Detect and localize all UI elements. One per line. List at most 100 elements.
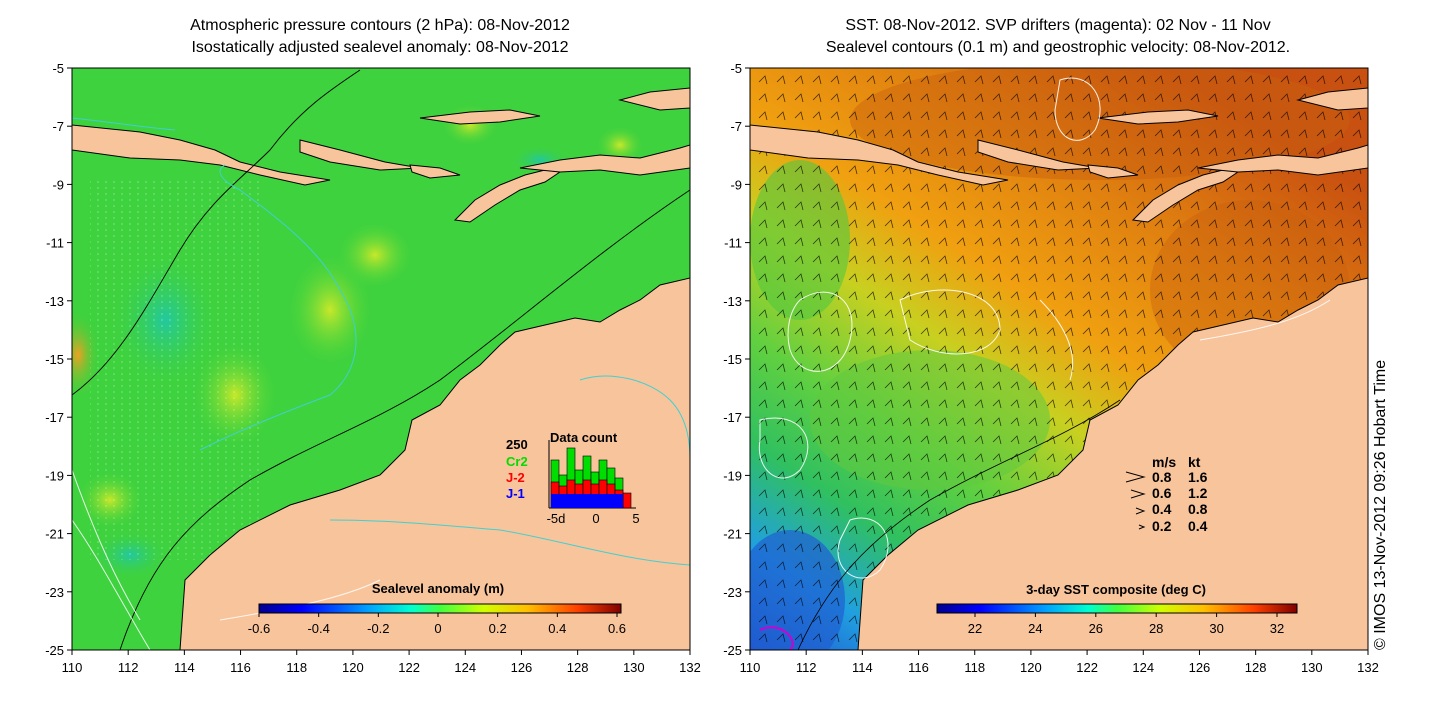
left-x-axis: 110 112 114 116 118 120 122 124 126 128 130 132 xyxy=(62,650,701,675)
data-count-bar xyxy=(622,492,632,509)
data-count-bar xyxy=(591,494,599,508)
anomaly-high-blob xyxy=(335,220,415,290)
y-tick-label: -11 xyxy=(46,236,64,251)
legend-arrow-0.8 xyxy=(1125,471,1146,483)
right-y-axis: -5 -7 -9 -11 -13 -15 -17 -19 -21 -23 -25 xyxy=(723,61,750,658)
x-tick-label: 120 xyxy=(1020,660,1042,675)
y-tick-label: -25 xyxy=(45,643,64,658)
y-tick-label: -19 xyxy=(723,468,742,483)
y-tick-label: -11 xyxy=(724,236,742,251)
pressure-contours xyxy=(72,69,690,650)
anomaly-high-blob xyxy=(595,125,645,165)
colorbar-tick-label: 0 xyxy=(434,621,441,636)
y-tick-label: -23 xyxy=(723,585,742,600)
y-tick-label: -15 xyxy=(723,352,742,367)
right-colorbar-title: 3-day SST composite (deg C) xyxy=(1026,582,1206,597)
data-count-bar xyxy=(559,494,567,508)
x-tick-label: 116 xyxy=(908,660,929,675)
legend-ms-3: 0.2 xyxy=(1152,518,1172,534)
colorbar-tick-label: 26 xyxy=(1089,621,1103,636)
legend-kt-0: 1.6 xyxy=(1188,469,1208,485)
sealevel-contours xyxy=(758,77,1331,579)
x-tick-label: 112 xyxy=(118,660,139,675)
y-tick-label: -17 xyxy=(45,410,64,425)
right-coast-contours xyxy=(797,399,1121,650)
colorbar-tick-label: 0.2 xyxy=(489,621,507,636)
data-count-bar xyxy=(583,494,591,508)
left-land xyxy=(72,87,690,650)
data-count-bar xyxy=(567,494,575,508)
x-tick-label: 116 xyxy=(230,660,251,675)
data-count-bar xyxy=(599,494,607,508)
y-tick-label: -21 xyxy=(723,527,742,542)
legend-cr2: Cr2 xyxy=(506,454,528,469)
colorbar-tick-label: 24 xyxy=(1028,621,1042,636)
svp-drifter-track xyxy=(759,626,794,650)
legend-arrow-0.2 xyxy=(1138,524,1146,530)
legend-j2: J-2 xyxy=(506,470,525,485)
data-count-xtick: 5 xyxy=(632,511,639,526)
legend-arrow-0.6 xyxy=(1130,489,1146,499)
colorbar-tick-label: 32 xyxy=(1270,621,1284,636)
right-x-axis: 110 112 114 116 118 120 122 124 126 128 130 132 xyxy=(740,650,1379,675)
legend-ms-0: 0.8 xyxy=(1152,469,1172,485)
velocity-legend: m/s kt 0.8 1.6 0.6 1.2 0.4 0.8 0.2 0.4 xyxy=(1125,454,1208,534)
legend-arrow-0.4 xyxy=(1135,507,1146,515)
anomaly-high-blob xyxy=(440,103,500,147)
data-count-bar xyxy=(575,494,583,508)
y-tick-label: -23 xyxy=(45,585,64,600)
x-tick-label: 122 xyxy=(398,660,420,675)
right-colorbar: 3-day SST composite (deg C) 22 24 26 28 30 32 xyxy=(936,582,1298,636)
x-tick-label: 126 xyxy=(511,660,533,675)
colorbar-tick-label: -0.6 xyxy=(248,621,270,636)
y-tick-label: -5 xyxy=(52,61,64,76)
colorbar-tick-label: 30 xyxy=(1209,621,1223,636)
data-count-inset: 250 Data count Cr2 J-2 J-1 xyxy=(506,430,640,526)
x-tick-label: 128 xyxy=(1245,660,1267,675)
x-tick-label: 114 xyxy=(852,660,873,675)
y-tick-label: -15 xyxy=(45,352,64,367)
cyan-contours xyxy=(72,117,690,566)
legend-kt-2: 0.8 xyxy=(1188,501,1208,517)
x-tick-label: 118 xyxy=(964,660,985,675)
left-colorbar-bar xyxy=(258,603,622,614)
data-count-xtick: -5d xyxy=(547,511,566,526)
x-tick-label: 122 xyxy=(1076,660,1098,675)
right-colorbar-bar xyxy=(936,603,1298,614)
legend-j1: J-1 xyxy=(506,486,525,501)
colorbar-tick-label: 28 xyxy=(1149,621,1163,636)
legend-ms-1: 0.6 xyxy=(1152,485,1172,501)
data-count-bar xyxy=(607,494,615,508)
legend-kt-1: 1.2 xyxy=(1188,485,1208,501)
colorbar-tick-label: 22 xyxy=(968,621,982,636)
legend-kt-3: 0.4 xyxy=(1188,518,1208,534)
x-tick-label: 132 xyxy=(1357,660,1379,675)
left-colorbar: Sealevel anomaly (m) -0.6 -0.4 -0.2 0 0.2 0.4… xyxy=(248,581,626,636)
data-count-max: 250 xyxy=(506,437,528,452)
x-tick-label: 114 xyxy=(174,660,195,675)
y-tick-label: -19 xyxy=(45,468,64,483)
right-title-line2: Sealevel contours (0.1 m) and geostrophi… xyxy=(825,39,1291,56)
left-title-line1: Atmospheric pressure contours (2 hPa): 0… xyxy=(190,17,570,34)
x-tick-label: 130 xyxy=(623,660,645,675)
legend-header-ms: m/s xyxy=(1152,454,1176,470)
colorbar-tick-label: -0.2 xyxy=(367,621,389,636)
data-count-bar xyxy=(615,494,623,508)
colorbar-tick-label: -0.4 xyxy=(307,621,329,636)
y-tick-label: -7 xyxy=(52,119,64,134)
legend-header-kt: kt xyxy=(1188,454,1201,470)
x-tick-label: 118 xyxy=(286,660,307,675)
colorbar-tick-label: 0.4 xyxy=(548,621,566,636)
y-tick-label: -9 xyxy=(52,177,64,192)
altimeter-track-dots xyxy=(90,180,260,560)
left-title-line2: Isostatically adjusted sealevel anomaly:… xyxy=(191,39,569,56)
data-count-bars xyxy=(548,440,636,509)
data-count-bar xyxy=(551,494,559,508)
x-tick-label: 128 xyxy=(567,660,589,675)
y-tick-label: -7 xyxy=(730,119,742,134)
x-tick-label: 110 xyxy=(62,660,83,675)
x-tick-label: 132 xyxy=(679,660,701,675)
y-tick-label: -13 xyxy=(723,294,742,309)
x-tick-label: 124 xyxy=(454,660,476,675)
